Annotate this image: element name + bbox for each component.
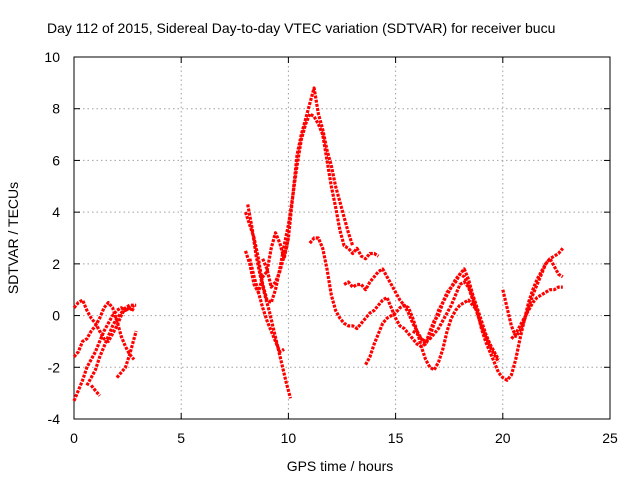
y-tick-label: 8	[52, 101, 60, 117]
y-tick-label: -4	[48, 411, 61, 427]
y-tick-label: 10	[44, 49, 60, 65]
series-late-e	[501, 257, 564, 338]
plot-frame	[73, 56, 611, 420]
series-early-e	[115, 330, 138, 379]
series-mid-b	[243, 112, 380, 305]
series-late-f	[510, 285, 563, 340]
y-axis-label: SDTVAR / TECUs	[5, 182, 21, 294]
x-tick-label: 25	[602, 430, 618, 446]
series-late-d	[411, 280, 500, 363]
y-axis: -4 -2 0 2 4 6 8 10	[44, 49, 610, 427]
series-late-b	[343, 247, 565, 382]
x-tick-label: 0	[70, 430, 78, 446]
x-axis: 0 5 10 15 20 25	[70, 57, 618, 446]
series-early-f	[89, 384, 101, 397]
x-tick-label: 20	[495, 430, 511, 446]
series-early-d	[85, 304, 136, 387]
chart-title: Day 112 of 2015, Sidereal Day-to-day VTE…	[47, 20, 555, 36]
series-early-b	[72, 301, 136, 361]
series-early-c	[72, 306, 135, 402]
series-mid-e	[261, 237, 290, 289]
x-tick-label: 5	[177, 430, 185, 446]
y-tick-label: 0	[52, 308, 60, 324]
series-early-a	[72, 298, 137, 343]
grid	[74, 57, 610, 419]
y-tick-label: 4	[52, 204, 60, 220]
y-tick-label: 6	[52, 152, 60, 168]
x-tick-label: 10	[281, 430, 297, 446]
y-tick-label: 2	[52, 256, 60, 272]
data-series	[72, 86, 565, 402]
series-mid-c	[243, 86, 355, 294]
series-late-a	[308, 236, 500, 361]
x-axis-label: GPS time / hours	[287, 458, 394, 474]
series-mid-d	[248, 258, 285, 354]
x-tick-label: 15	[388, 430, 404, 446]
series-late-c	[364, 298, 479, 372]
y-tick-label: -2	[48, 359, 61, 375]
